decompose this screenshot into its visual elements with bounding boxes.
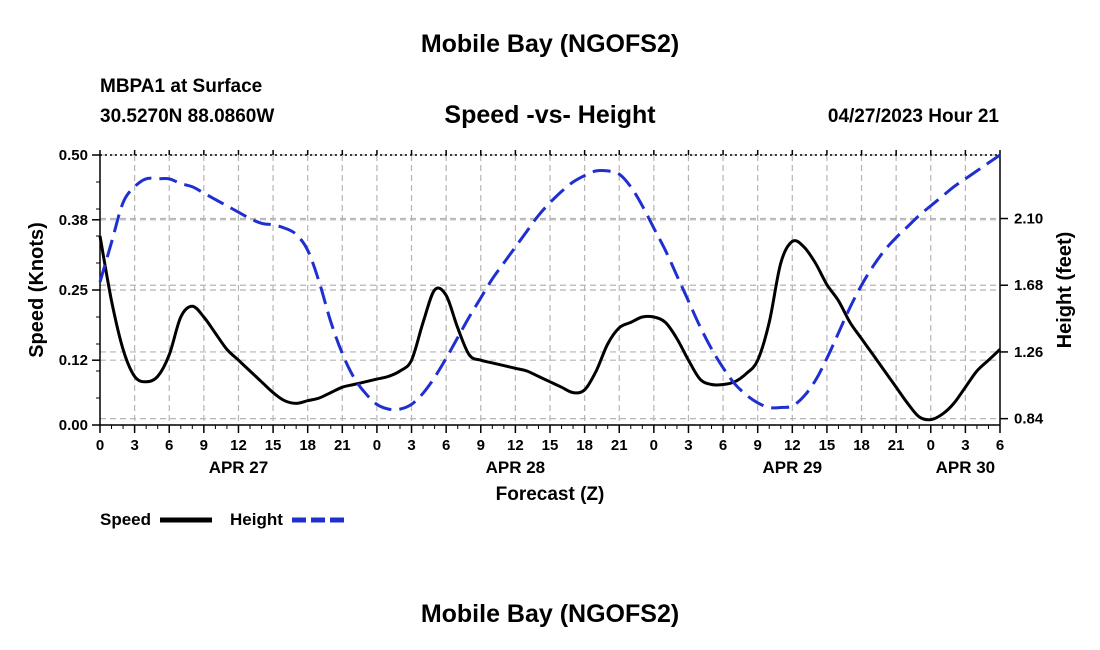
legend-height-label: Height xyxy=(230,510,283,529)
x-tick-label: 0 xyxy=(650,437,658,454)
date-label: APR 28 xyxy=(486,458,546,477)
x-tick-label: 6 xyxy=(165,437,173,454)
x-tick-label: 3 xyxy=(684,437,692,454)
x-tick-label: 0 xyxy=(96,437,104,454)
speed-series-line xyxy=(98,235,1002,422)
x-tick-label: 3 xyxy=(407,437,415,454)
axis-ticks xyxy=(92,150,1008,433)
x-tick-label: 18 xyxy=(853,437,870,454)
y-tick-label: 0.25 xyxy=(59,282,88,299)
x-tick-label: 6 xyxy=(996,437,1004,454)
x-tick-label: 9 xyxy=(754,437,762,454)
y-axis-title: Speed (Knots) xyxy=(26,222,48,358)
x-tick-label: 15 xyxy=(265,437,282,454)
x-tick-label: 3 xyxy=(130,437,138,454)
y-tick-label: 0.50 xyxy=(59,147,88,164)
legend-height-swatch xyxy=(292,517,344,523)
legend-speed-swatch xyxy=(160,517,212,523)
date-label: APR 29 xyxy=(763,458,823,477)
chart-title: Mobile Bay (NGOFS2) xyxy=(420,30,680,58)
x-tick-label: 3 xyxy=(961,437,969,454)
y-tick-label: 0.12 xyxy=(59,352,88,369)
x-tick-label: 12 xyxy=(230,437,247,454)
y-tick-label: 0.38 xyxy=(59,212,88,229)
x-tick-label: 9 xyxy=(200,437,208,454)
date-label: APR 30 xyxy=(936,458,996,477)
x-axis-title: Forecast (Z) xyxy=(496,484,605,505)
speed-height-chart: 0 3 6 9 12 15 18 21 0 3 6 9 12 15 18 21 0 3 6 9 12 15 18 21 0 3 6A… xyxy=(26,147,1076,505)
y2-tick-label: 2.10 xyxy=(1014,211,1043,228)
y2-tick-label: 0.84 xyxy=(1014,411,1044,428)
x-tick-label: 15 xyxy=(819,437,836,454)
x-tick-label: 15 xyxy=(542,437,559,454)
x-tick-label: 0 xyxy=(373,437,381,454)
y-tick-label: 0.00 xyxy=(59,417,88,434)
x-tick-label: 0 xyxy=(927,437,935,454)
y2-tick-label: 1.68 xyxy=(1014,277,1043,294)
x-tick-label: 18 xyxy=(576,437,593,454)
height-series-line xyxy=(98,153,1001,412)
x-tick-label: 18 xyxy=(299,437,316,454)
x-tick-label: 21 xyxy=(888,437,905,454)
x-tick-label: 9 xyxy=(477,437,485,454)
series-lines xyxy=(98,153,1002,422)
legend-speed-label: Speed xyxy=(100,510,152,529)
chart-subtitle: Speed -vs- Height xyxy=(444,101,656,129)
grid-lines xyxy=(100,154,1000,426)
x-tick-label: 21 xyxy=(611,437,628,454)
forecast-timestamp: 04/27/2023 Hour 21 xyxy=(827,106,999,127)
station-label: MBPA1 at Surface xyxy=(100,76,263,97)
x-tick-label: 12 xyxy=(507,437,524,454)
bottom-title: Mobile Bay (NGOFS2) xyxy=(420,600,680,628)
x-tick-label: 12 xyxy=(784,437,801,454)
x-tick-label: 6 xyxy=(719,437,727,454)
x-tick-label: 6 xyxy=(442,437,450,454)
date-label: APR 27 xyxy=(209,458,269,477)
station-coordinates: 30.5270N 88.0860W xyxy=(100,106,275,127)
x-tick-label: 21 xyxy=(334,437,351,454)
y2-axis-title: Height (feet) xyxy=(1054,232,1076,349)
y2-tick-label: 1.26 xyxy=(1014,344,1043,361)
axis-labels: 0 3 6 9 12 15 18 21 0 3 6 9 12 15 18 21 0 3 6 9 12 15 18 21 0 3 6A… xyxy=(26,147,1076,505)
